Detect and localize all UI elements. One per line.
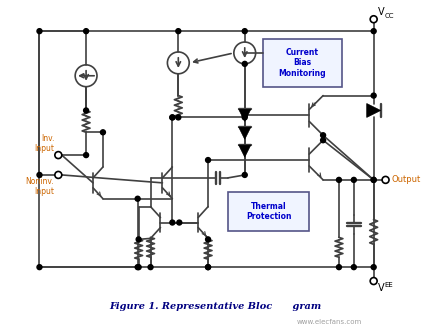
Circle shape [337, 177, 341, 182]
Circle shape [37, 265, 42, 270]
Circle shape [101, 130, 105, 135]
Circle shape [242, 29, 247, 34]
Circle shape [242, 61, 247, 66]
Polygon shape [239, 145, 251, 157]
Text: V: V [378, 7, 384, 17]
Bar [228, 192, 309, 231]
Circle shape [370, 16, 377, 23]
Circle shape [55, 152, 62, 159]
Circle shape [170, 115, 175, 120]
Circle shape [371, 177, 376, 182]
Circle shape [371, 177, 376, 182]
Circle shape [351, 265, 356, 270]
Text: Figure 1. Representative Bloc      gram: Figure 1. Representative Bloc gram [109, 302, 321, 311]
Text: V: V [378, 283, 384, 293]
Circle shape [242, 115, 247, 120]
Circle shape [37, 172, 42, 177]
Circle shape [370, 278, 377, 284]
Circle shape [83, 108, 89, 113]
Text: www.elecfans.com: www.elecfans.com [296, 319, 362, 325]
Circle shape [206, 265, 211, 270]
Text: CC: CC [384, 13, 394, 19]
Circle shape [206, 237, 211, 242]
Circle shape [148, 265, 153, 270]
Text: Output: Output [392, 175, 421, 184]
Circle shape [242, 113, 247, 118]
Text: Inv.
Input: Inv. Input [34, 134, 54, 153]
Circle shape [176, 115, 181, 120]
Circle shape [170, 115, 175, 120]
Circle shape [351, 177, 356, 182]
Polygon shape [239, 110, 251, 122]
Circle shape [83, 153, 89, 158]
Text: EE: EE [384, 282, 393, 288]
Circle shape [37, 29, 42, 34]
Text: Current
Bias
Monitoring: Current Bias Monitoring [279, 48, 326, 78]
Circle shape [321, 138, 326, 143]
Circle shape [382, 176, 389, 183]
Circle shape [83, 29, 89, 34]
Polygon shape [239, 127, 251, 139]
Text: Noninv.
Input: Noninv. Input [26, 177, 54, 196]
Text: Thermal
Protection: Thermal Protection [246, 202, 291, 221]
Circle shape [136, 237, 141, 242]
Circle shape [136, 265, 141, 270]
Circle shape [371, 265, 376, 270]
Circle shape [176, 29, 181, 34]
Circle shape [206, 158, 211, 163]
Circle shape [55, 171, 62, 178]
Circle shape [371, 93, 376, 98]
Polygon shape [367, 104, 381, 118]
Circle shape [135, 265, 140, 270]
Circle shape [177, 220, 182, 225]
Circle shape [337, 265, 341, 270]
Circle shape [321, 133, 326, 138]
Circle shape [206, 265, 211, 270]
Circle shape [170, 220, 175, 225]
Circle shape [242, 172, 247, 177]
Bar [263, 39, 342, 87]
Circle shape [371, 29, 376, 34]
Circle shape [135, 196, 140, 201]
